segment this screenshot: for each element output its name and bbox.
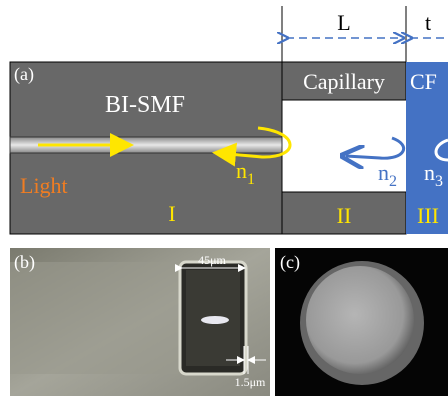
wall-label: 1.5μm [235,375,266,389]
region-label: I [168,201,175,226]
index-sub: 3 [435,173,443,190]
reflection-spot [201,316,229,324]
index-sub: 1 [247,171,255,188]
panel-c: (c) [275,248,448,396]
reflection-arrow [346,138,404,158]
length-label: L [337,10,350,35]
index-sub: 2 [389,173,397,190]
thickness-label: t [425,10,431,35]
region-label: II [337,203,352,228]
capillary-label: Capillary [303,69,385,94]
index-symbol: n [424,160,435,185]
panel-label: (c) [280,252,300,273]
figure: L t (a) BI-SMF Capillary CF Light I II I… [0,0,448,396]
panel-label: (a) [14,64,34,85]
fiber-image [10,262,185,374]
light-label: Light [20,173,68,198]
panel-b: (b) 45μm 1.5μm [10,248,270,396]
index-symbol: n [236,158,247,183]
width-label: 45μm [198,253,226,267]
panel-a: L t (a) BI-SMF Capillary CF Light I II I… [10,6,448,234]
cf-label: CF [410,69,437,94]
fiber-face [306,266,414,374]
panel-label: (b) [14,252,35,273]
index-symbol: n [378,160,389,185]
index-label: n2 [378,160,397,190]
region-label: III [417,203,439,228]
fiber-label: BI-SMF [105,92,185,118]
